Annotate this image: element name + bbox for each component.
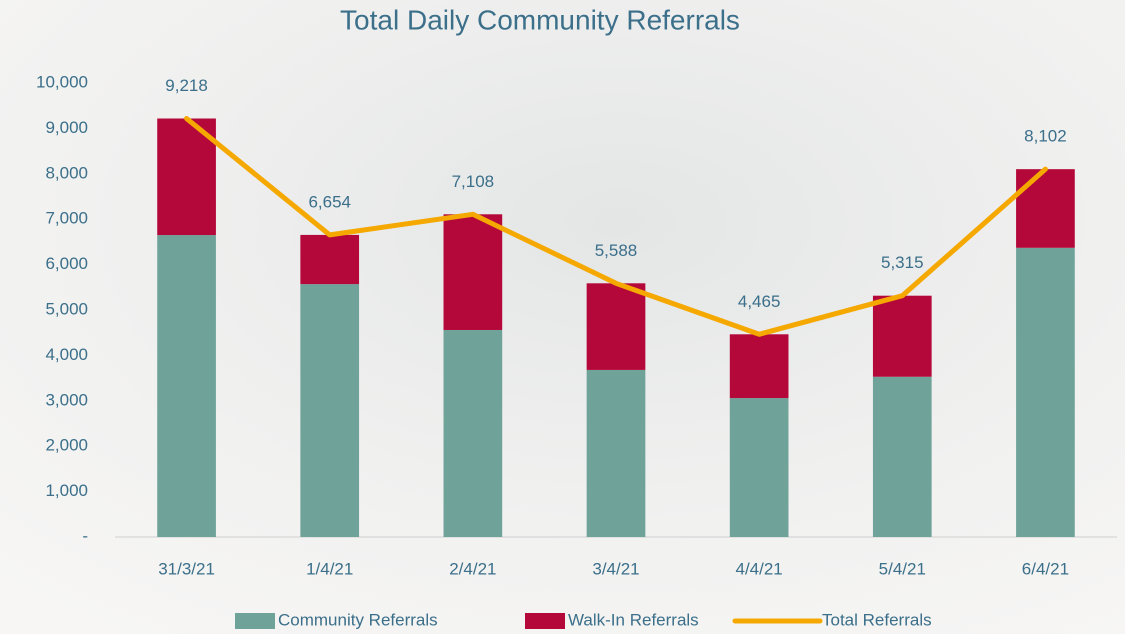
y-tick-label: 3,000: [45, 390, 88, 409]
bar-segment: [729, 398, 789, 537]
bar-segment: [157, 118, 216, 236]
y-tick-label: 6,000: [45, 254, 88, 273]
y-tick-label: -: [82, 526, 88, 545]
bar-segment: [872, 295, 932, 377]
x-tick-label: 31/3/21: [158, 559, 215, 578]
y-tick-label: 4,000: [45, 345, 88, 364]
bar-segment: [443, 329, 503, 537]
data-label: 8,102: [1024, 127, 1067, 146]
bar-segment: [729, 334, 789, 399]
x-tick-label: 4/4/21: [736, 559, 783, 578]
data-label: 6,654: [308, 192, 351, 211]
data-label: 7,108: [452, 172, 495, 191]
bar-segment: [1016, 169, 1075, 248]
data-label: 5,315: [881, 253, 924, 272]
legend-swatch: [525, 613, 565, 629]
x-tick-label: 6/4/21: [1022, 559, 1069, 578]
y-tick-label: 2,000: [45, 436, 88, 455]
bar-segment: [157, 235, 216, 537]
bar-segment: [443, 214, 503, 330]
data-label: 4,465: [738, 292, 781, 311]
legend-label: Community Referrals: [278, 610, 438, 629]
y-tick-label: 5,000: [45, 299, 88, 318]
x-tick-label: 5/4/21: [879, 559, 926, 578]
legend-label: Total Referrals: [822, 610, 932, 629]
y-tick-label: 8,000: [45, 163, 88, 182]
legend-swatch: [235, 613, 275, 629]
x-tick-label: 3/4/21: [592, 559, 639, 578]
chart-title: Total Daily Community Referrals: [340, 4, 740, 35]
bar-segment: [300, 284, 360, 537]
y-tick-label: 9,000: [45, 118, 88, 137]
bar-segment: [586, 369, 646, 537]
bar-segment: [300, 234, 360, 285]
data-label: 9,218: [165, 76, 208, 95]
y-tick-label: 7,000: [45, 209, 88, 228]
bar-segment: [872, 376, 932, 537]
x-tick-label: 2/4/21: [449, 559, 496, 578]
y-tick-label: 10,000: [36, 72, 88, 91]
line: [184, 116, 1048, 337]
bar-segment: [1016, 247, 1075, 537]
bar-segment: [586, 283, 646, 370]
data-label: 5,588: [595, 241, 638, 260]
legend-label: Walk-In Referrals: [568, 610, 699, 629]
y-tick-label: 1,000: [45, 481, 88, 500]
x-tick-label: 1/4/21: [306, 559, 353, 578]
